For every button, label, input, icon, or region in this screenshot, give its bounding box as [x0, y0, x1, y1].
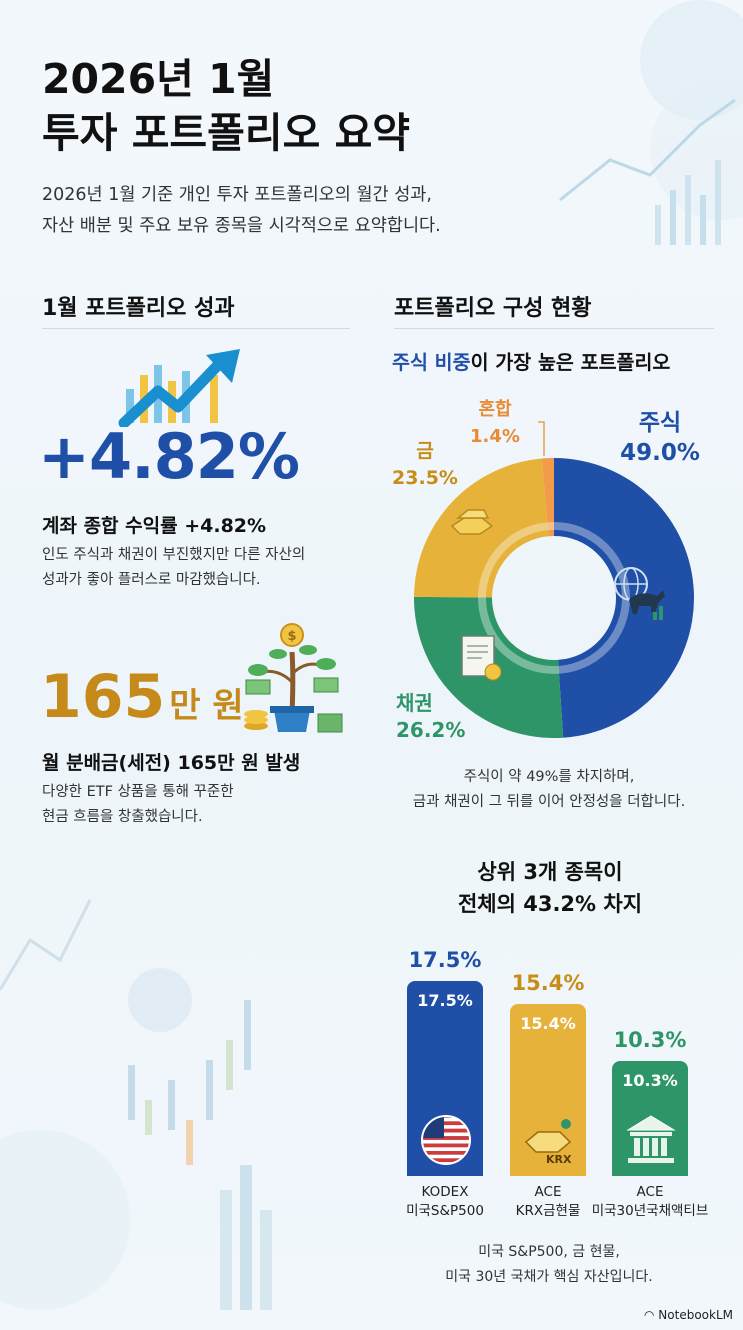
krx-tag: KRX	[546, 1153, 571, 1166]
bar-1-inner-label: 17.5%	[407, 991, 483, 1010]
composition-headline-rest: 이 가장 높은 포트폴리오	[471, 351, 671, 374]
dist-desc-line-2: 현금 흐름을 창출했습니다.	[42, 809, 203, 825]
return-description: 인도 주식과 채권이 부진했지만 다른 자산의 성과가 좋아 플러스로 마감했습…	[42, 543, 305, 593]
top3-note-line-1: 미국 S&P500, 금 현물,	[478, 1244, 620, 1260]
return-desc-line-1: 인도 주식과 채권이 부진했지만 다른 자산의	[42, 547, 305, 563]
dist-desc-line-1: 다양한 ETF 상품을 통해 꾸준한	[42, 784, 234, 800]
bond-certificate-icon	[458, 632, 508, 686]
bar-3-value-label: 10.3%	[595, 1028, 705, 1052]
bar-name-3: ACE 미국30년국채액티브	[585, 1183, 715, 1221]
distribution-unit: 만 원	[169, 686, 243, 726]
subtitle-line-2: 자산 배분 및 주요 보유 종목을 시각적으로 요약합니다.	[42, 216, 441, 236]
growth-arrow-icon	[118, 345, 248, 427]
bar-1	[407, 981, 483, 1176]
brand-name: NotebookLM	[658, 1308, 733, 1322]
bond-label-pct: 26.2%	[396, 718, 465, 742]
composition-note: 주식이 약 49%를 차지하며, 금과 채권이 그 뒤를 이어 안정성을 더합니…	[374, 765, 724, 815]
mixed-label-name: 혼합	[478, 399, 511, 420]
mixed-label-pct: 1.4%	[470, 426, 520, 447]
top3-note: 미국 S&P500, 금 현물, 미국 30년 국채가 핵심 자산입니다.	[374, 1240, 724, 1290]
composition-headline: 주식 비중이 가장 높은 포트폴리오	[392, 346, 670, 375]
brand-watermark: ◠ NotebookLM	[644, 1308, 733, 1322]
top3-title: 상위 3개 종목이 전체의 43.2% 차지	[380, 856, 720, 920]
bar-2-name-line-1: ACE	[535, 1184, 562, 1200]
composition-note-line-1: 주식이 약 49%를 차지하며,	[464, 769, 635, 785]
return-label: 계좌 종합 수익률 +4.82%	[42, 511, 266, 538]
distribution-description: 다양한 ETF 상품을 통해 꾸준한 현금 흐름을 창출했습니다.	[42, 780, 234, 830]
money-tree-icon: $	[238, 622, 346, 734]
mixed-slice-label: 혼합 1.4%	[450, 396, 540, 450]
composition-headline-highlight: 주식 비중	[392, 351, 471, 374]
top3-note-line-2: 미국 30년 국채가 핵심 자산입니다.	[445, 1269, 653, 1285]
bar-3-name-line-1: ACE	[637, 1184, 664, 1200]
composition-note-line-2: 금과 채권이 그 뒤를 이어 안정성을 더합니다.	[413, 794, 685, 810]
gold-label-name: 금	[416, 440, 433, 462]
bar-1-name-line-1: KODEX	[422, 1184, 469, 1200]
gold-bar-icon	[442, 496, 500, 544]
distribution-label: 월 분배금(세전) 165만 원 발생	[42, 748, 300, 775]
bull-globe-icon	[609, 562, 669, 622]
performance-section-title: 1월 포트폴리오 성과	[42, 290, 235, 322]
stock-slice-label: 주식 49.0%	[600, 408, 720, 468]
performance-divider	[42, 328, 350, 329]
bond-label-name: 채권	[396, 691, 433, 715]
return-desc-line-2: 성과가 좋아 플러스로 마감했습니다.	[42, 572, 261, 588]
top3-title-line-2: 전체의 43.2% 차지	[458, 892, 642, 916]
donut-inner-ring	[482, 526, 626, 670]
composition-divider	[394, 328, 714, 329]
bar-3-inner-label: 10.3%	[612, 1071, 688, 1090]
title-line-2: 투자 포트폴리오 요약	[42, 109, 410, 157]
return-value: +4.82%	[38, 420, 299, 493]
donut-slice-1	[554, 458, 694, 738]
top3-title-line-1: 상위 3개 종목이	[477, 860, 622, 884]
page-title: 2026년 1월 투자 포트폴리오 요약	[42, 52, 410, 160]
bar-1-name-line-2: 미국S&P500	[406, 1203, 484, 1219]
distribution-number: 165	[40, 662, 165, 732]
brand-logo-icon: ◠	[644, 1308, 658, 1322]
bond-slice-label: 채권 26.2%	[396, 690, 465, 744]
bar-2-name-line-2: KRX금현물	[516, 1203, 581, 1219]
gold-label-pct: 23.5%	[392, 467, 458, 489]
distribution-amount: 165 만 원	[40, 662, 244, 732]
subtitle-line-1: 2026년 1월 기준 개인 투자 포트폴리오의 월간 성과,	[42, 185, 432, 205]
bar-2-value-label: 15.4%	[493, 971, 603, 995]
stock-label-pct: 49.0%	[620, 440, 700, 466]
donut-slice-4	[542, 458, 554, 536]
page-subtitle: 2026년 1월 기준 개인 투자 포트폴리오의 월간 성과, 자산 배분 및 …	[42, 180, 602, 242]
bar-1-value-label: 17.5%	[390, 948, 500, 972]
bar-2-inner-label: 15.4%	[510, 1014, 586, 1033]
stock-label-name: 주식	[639, 410, 681, 436]
composition-section-title: 포트폴리오 구성 현황	[394, 290, 591, 322]
svg-text:$: $	[287, 629, 296, 644]
bar-3-name-line-2: 미국30년국채액티브	[592, 1203, 709, 1219]
title-line-1: 2026년 1월	[42, 55, 274, 103]
